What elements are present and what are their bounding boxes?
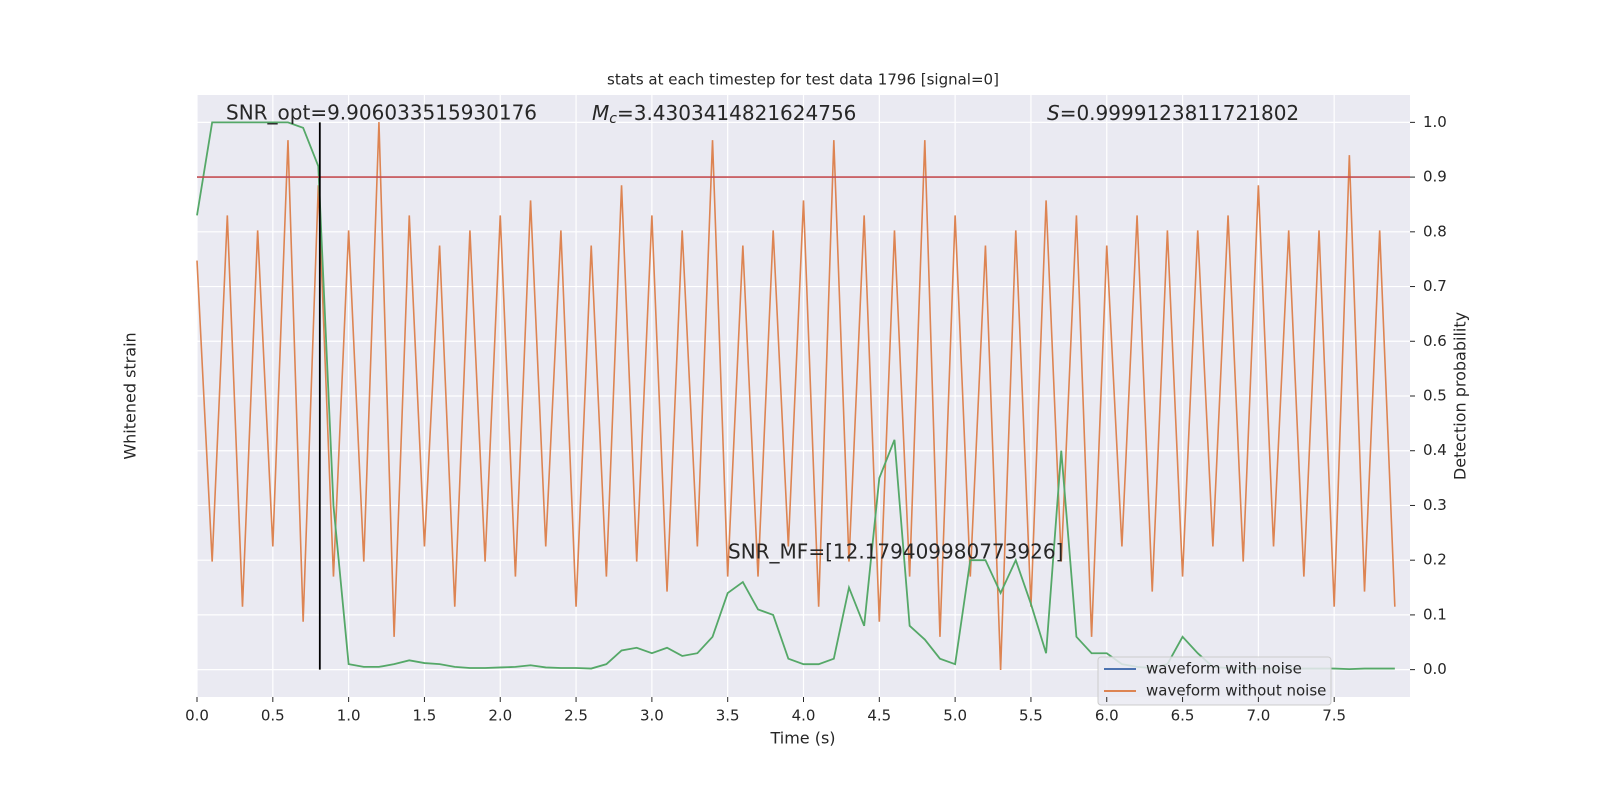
x-tick-label: 5.0 (943, 707, 967, 725)
x-tick-label: 3.5 (716, 707, 740, 725)
annotation-symbol: S (1047, 101, 1060, 125)
legend-label: waveform without noise (1146, 682, 1326, 700)
annotation-text: =0.9999123811721802 (1060, 101, 1299, 125)
y2-tick-label: 0.2 (1423, 551, 1447, 569)
y2-tick-label: 0.7 (1423, 277, 1447, 295)
annotation: Mc=3.4303414821624756 (592, 101, 856, 128)
y2-axis-label: Detection probability (1451, 312, 1470, 480)
y2-tick-label: 0.6 (1423, 332, 1447, 350)
annotation: SNR_opt=9.906033515930176 (226, 101, 537, 125)
x-tick-label: 0.5 (261, 707, 285, 725)
y2-tick-label: 0.5 (1423, 387, 1447, 405)
x-tick-label: 3.0 (640, 707, 664, 725)
chart-title: stats at each timestep for test data 179… (607, 71, 999, 89)
x-tick-label: 6.5 (1171, 707, 1195, 725)
y2-tick-label: 1.0 (1423, 113, 1447, 131)
annotation: SNR_MF=[12.179409980773926] (728, 540, 1063, 564)
series-line (196, 121, 1395, 670)
x-tick-label: 2.0 (488, 707, 512, 725)
annotation-text: =3.4303414821624756 (617, 101, 856, 125)
y2-tick-label: 0.4 (1423, 441, 1447, 459)
annotation-subscript: c (609, 111, 617, 127)
x-axis-label: Time (s) (769, 729, 835, 748)
y2-tick-label: 0.3 (1423, 496, 1447, 514)
x-tick-label: 5.5 (1019, 707, 1043, 725)
annotation: S=0.9999123811721802 (1047, 101, 1299, 125)
x-tick-label: 2.5 (564, 707, 588, 725)
y2-tick-label: 0.8 (1423, 222, 1447, 240)
x-tick-label: 6.0 (1095, 707, 1119, 725)
y2-tick-label: 0.1 (1423, 605, 1447, 623)
x-tick-label: 0.0 (185, 707, 209, 725)
x-tick-label: 1.5 (413, 707, 437, 725)
x-tick-label: 4.5 (867, 707, 891, 725)
x-tick-label: 4.0 (792, 707, 816, 725)
y2-tick-label: 0.0 (1423, 660, 1447, 678)
y-axis-label: Whitened strain (121, 332, 140, 459)
x-tick-label: 7.0 (1246, 707, 1270, 725)
series-line (196, 122, 1396, 670)
x-tick-label: 1.0 (337, 707, 361, 725)
annotation-symbol: M (592, 101, 609, 125)
legend-label: waveform with noise (1146, 660, 1302, 678)
x-tick-label: 7.5 (1322, 707, 1346, 725)
legend-box (1097, 656, 1332, 706)
y2-tick-label: 0.9 (1423, 168, 1447, 186)
